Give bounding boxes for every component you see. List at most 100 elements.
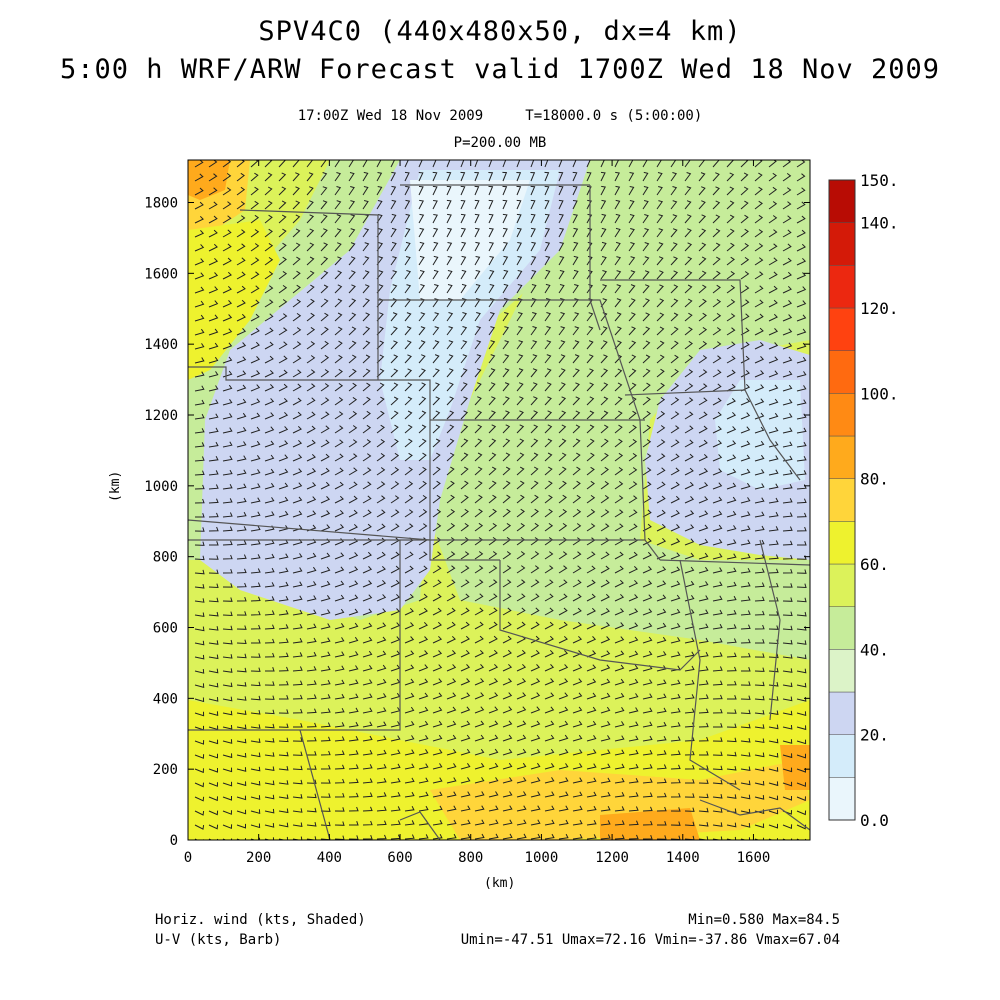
wind-barb xyxy=(642,186,649,196)
wind-barb xyxy=(572,410,581,420)
wind-barb xyxy=(460,354,468,364)
wind-barb xyxy=(558,706,569,714)
wind-barb xyxy=(726,539,737,546)
wind-barb xyxy=(530,621,540,630)
wind-barb xyxy=(516,213,522,224)
wind-barb xyxy=(320,566,331,574)
wind-barb xyxy=(362,608,373,616)
wind-barb xyxy=(460,494,469,504)
wind-barb xyxy=(446,284,453,294)
wind-barb xyxy=(572,720,583,728)
wind-barb xyxy=(292,609,303,616)
y-tick-label: 0 xyxy=(170,833,178,849)
wind-barb xyxy=(712,256,721,266)
wind-barb xyxy=(432,734,443,742)
y-tick-label: 1600 xyxy=(144,266,178,282)
wind-barb xyxy=(684,228,692,238)
wind-barb xyxy=(390,466,400,476)
wind-barb xyxy=(278,270,288,280)
wind-barb xyxy=(796,328,807,336)
wind-barb xyxy=(614,256,622,266)
wind-barb xyxy=(306,694,317,700)
wind-barb xyxy=(586,396,595,406)
wind-barb xyxy=(698,256,707,266)
wind-barb xyxy=(600,495,610,504)
wind-barb xyxy=(376,693,387,700)
wind-barb xyxy=(264,610,275,616)
wind-barb xyxy=(362,200,369,210)
wind-barb xyxy=(460,382,468,392)
wind-barb xyxy=(754,525,765,532)
wind-barb xyxy=(474,382,482,392)
wind-barb xyxy=(474,664,485,672)
wind-barb xyxy=(684,651,695,658)
wind-barb xyxy=(320,481,330,490)
wind-barb xyxy=(446,791,457,798)
wind-barb xyxy=(460,396,468,406)
wind-barb xyxy=(768,441,779,448)
wind-barb xyxy=(264,766,275,772)
wind-barb xyxy=(670,693,681,700)
wind-barb xyxy=(250,398,261,406)
wind-barb xyxy=(194,413,205,420)
wind-barb xyxy=(726,765,737,771)
wind-barb xyxy=(418,452,427,462)
wind-barb xyxy=(796,512,807,518)
wind-barb xyxy=(768,313,778,322)
wind-barb xyxy=(516,607,526,616)
wind-barb xyxy=(544,494,553,504)
wind-barb xyxy=(726,186,735,196)
wind-barb xyxy=(362,650,373,658)
wind-barb xyxy=(460,241,467,252)
wind-barb xyxy=(502,635,512,644)
wind-barb xyxy=(474,621,484,630)
wind-barb xyxy=(376,664,387,672)
wind-barb xyxy=(264,313,274,322)
wind-barb xyxy=(390,312,398,322)
wind-barb xyxy=(572,805,583,812)
wind-barb xyxy=(404,622,415,630)
wind-barb xyxy=(236,738,247,744)
wind-barb xyxy=(768,398,779,406)
x-tick-label: 1400 xyxy=(666,850,700,866)
wind-barb xyxy=(418,227,425,238)
wind-barb xyxy=(236,497,247,504)
state-boundaries xyxy=(188,184,810,840)
wind-barb xyxy=(754,695,765,701)
wind-barb xyxy=(628,382,637,392)
wind-barb xyxy=(740,511,751,518)
wind-barb xyxy=(376,396,385,406)
wind-barb xyxy=(376,270,384,280)
wind-barb xyxy=(474,424,483,434)
wind-barb xyxy=(698,228,707,238)
wind-barb xyxy=(530,326,538,336)
wind-barb xyxy=(460,438,469,448)
wind-barb xyxy=(614,777,625,784)
wind-barb xyxy=(572,551,582,560)
wind-barb xyxy=(250,412,261,420)
wind-barb xyxy=(614,185,621,196)
wind-barb xyxy=(796,583,807,589)
wind-barb xyxy=(208,441,219,448)
x-tick-label: 600 xyxy=(387,850,412,866)
wind-barb xyxy=(432,650,443,658)
wind-barb xyxy=(516,819,527,826)
wind-barb xyxy=(320,312,329,322)
wind-barb xyxy=(712,567,723,574)
wind-barb xyxy=(194,796,205,802)
wind-barb xyxy=(754,440,765,448)
wind-barb xyxy=(656,651,667,658)
wind-barb xyxy=(376,200,383,210)
wind-barb xyxy=(726,581,737,588)
wind-barb xyxy=(348,439,358,448)
wind-barb xyxy=(642,707,653,714)
wind-barb xyxy=(320,779,331,784)
wind-barb xyxy=(488,593,498,602)
wind-barb xyxy=(516,160,521,168)
wind-barb xyxy=(628,326,636,336)
wind-barb xyxy=(586,565,596,574)
wind-barb xyxy=(768,160,777,168)
wind-barb xyxy=(334,186,342,196)
wind-barb xyxy=(488,312,495,322)
wind-barb xyxy=(502,382,510,392)
